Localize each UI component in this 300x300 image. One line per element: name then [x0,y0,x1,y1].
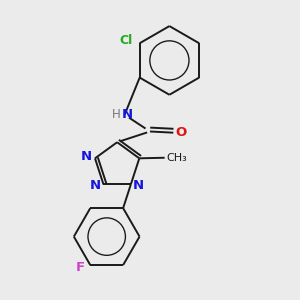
Text: N: N [89,179,101,192]
Text: N: N [133,179,144,192]
Text: F: F [76,261,85,274]
Text: O: O [175,126,186,139]
Text: N: N [122,108,133,121]
Text: Cl: Cl [120,34,133,47]
Text: H: H [112,108,121,121]
Text: CH₃: CH₃ [166,153,187,163]
Text: N: N [81,150,92,163]
